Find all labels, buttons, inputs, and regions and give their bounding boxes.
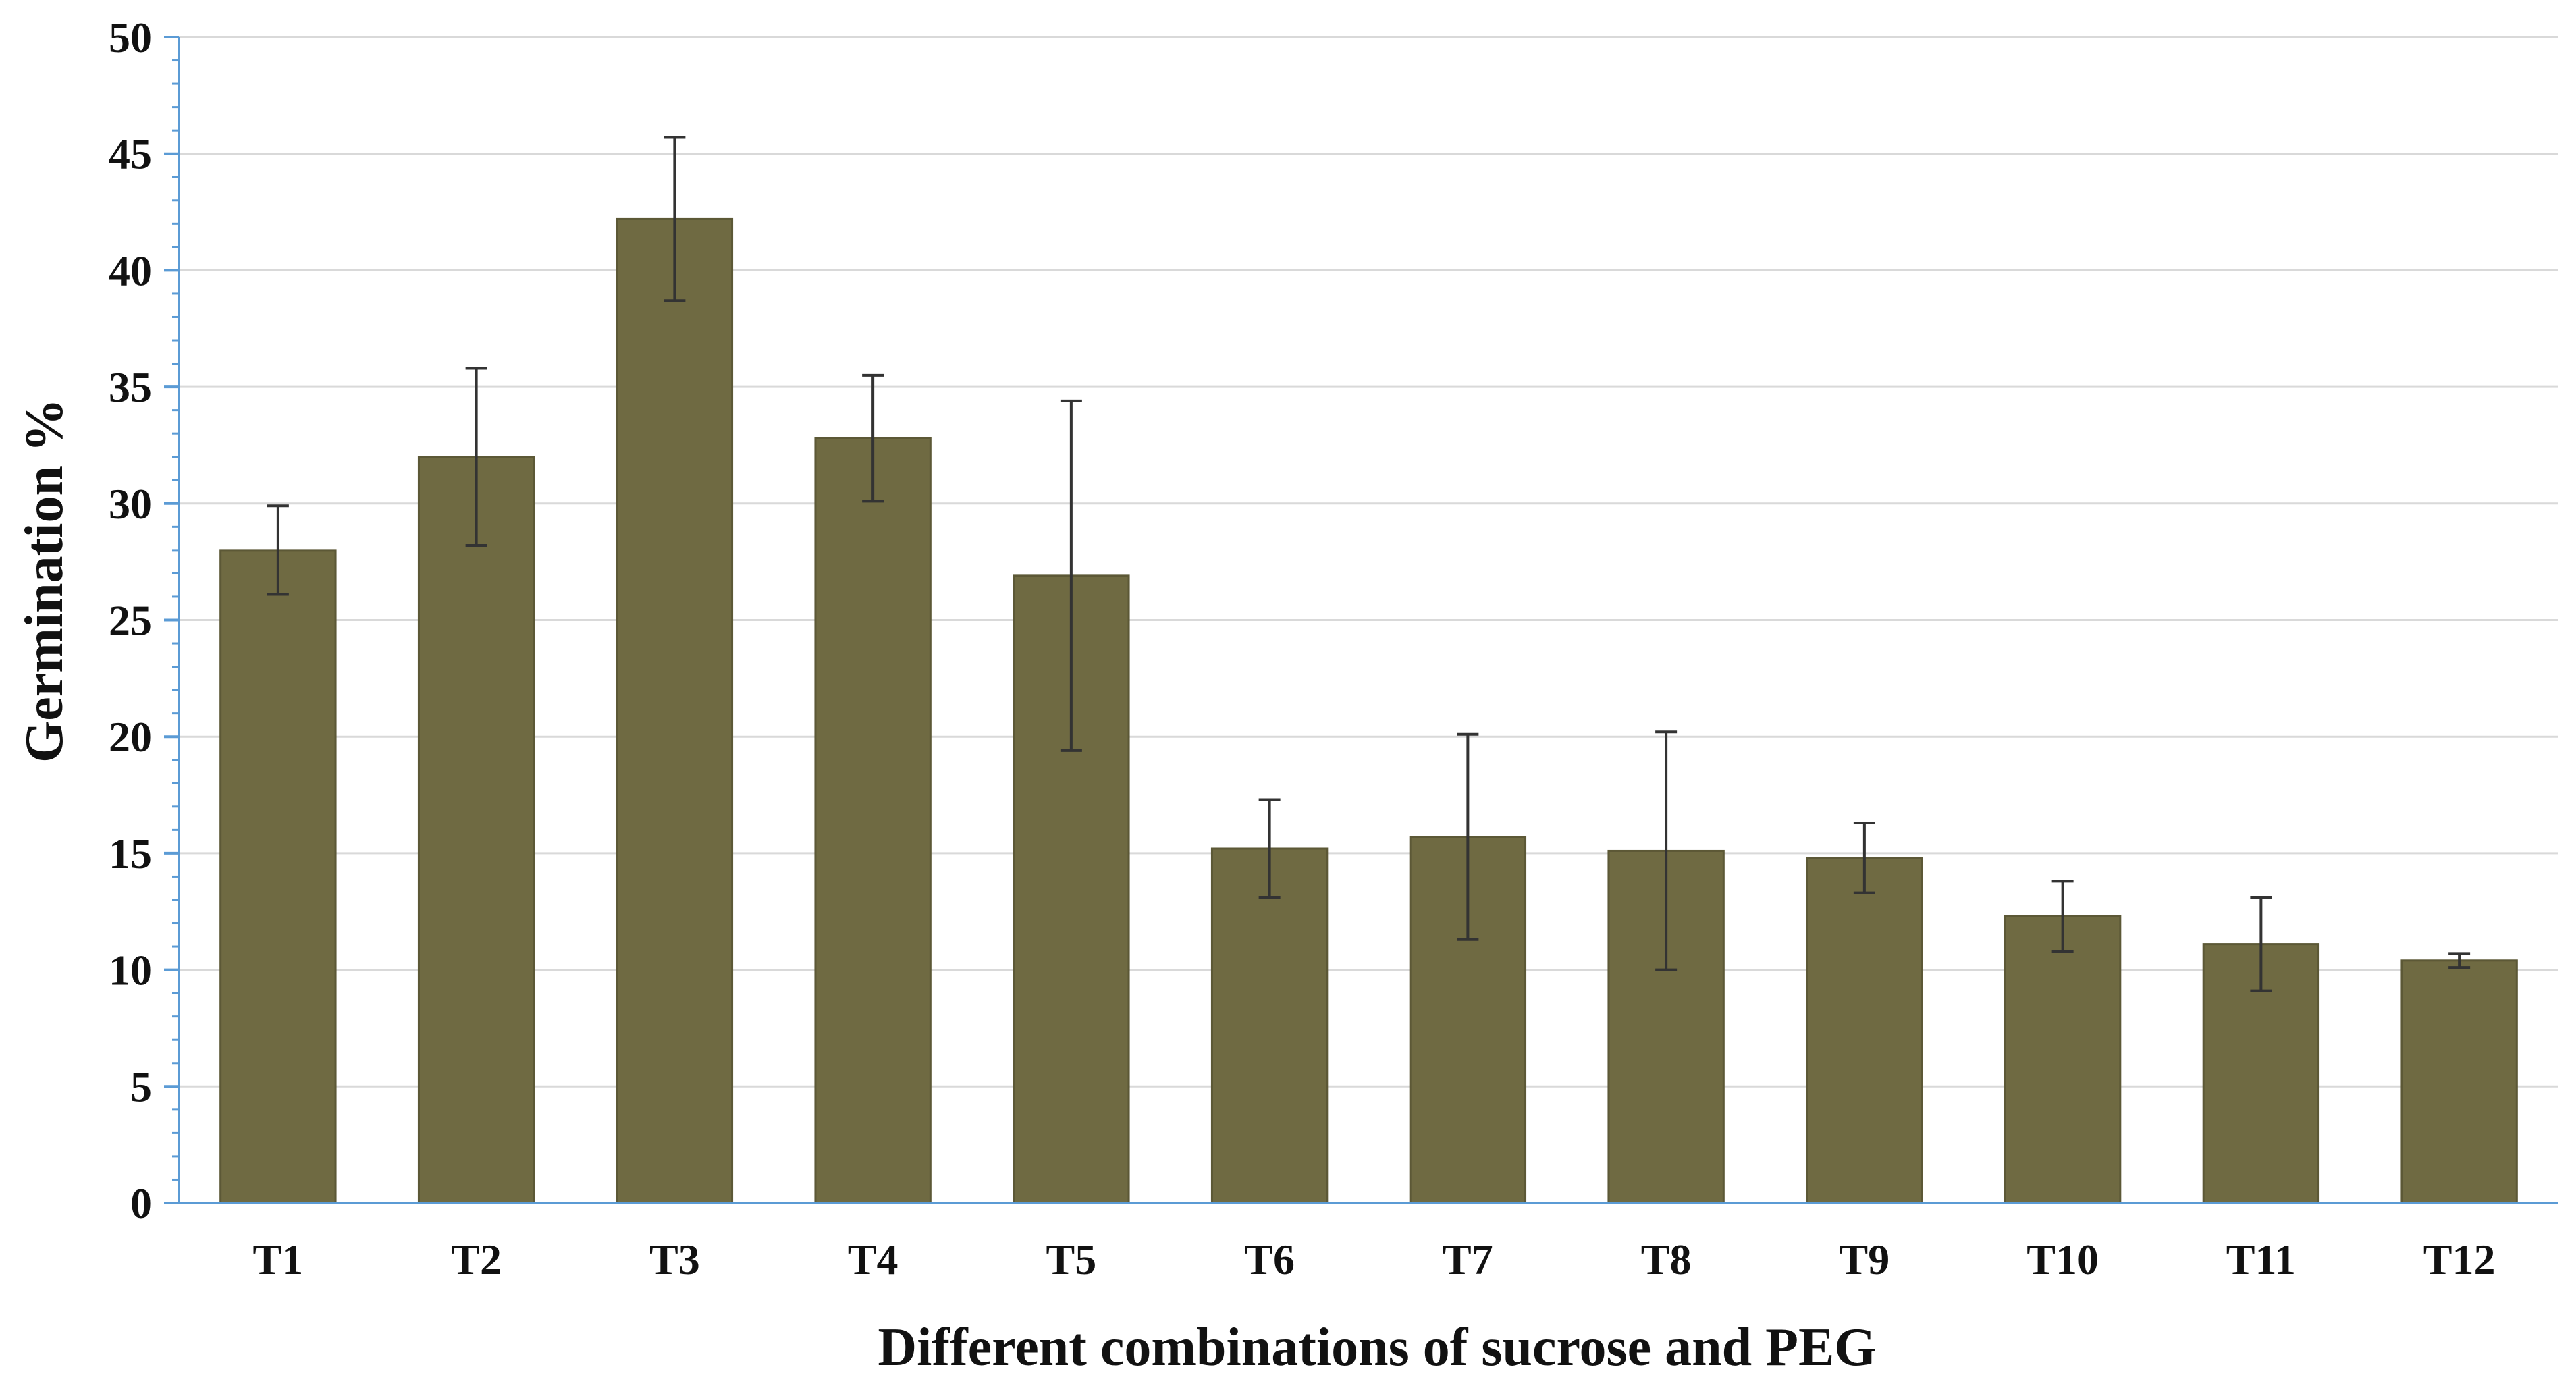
x-tick-label: T3 [649, 1235, 700, 1283]
x-tick-label: T6 [1244, 1235, 1295, 1283]
y-tick-label: 20 [109, 713, 152, 761]
bar-T12 [2400, 959, 2518, 1204]
x-tick-label: T9 [1840, 1235, 1890, 1283]
x-tick-label: T12 [2423, 1235, 2496, 1283]
gridlines [179, 36, 2558, 1088]
bar-T9 [1806, 857, 1923, 1204]
y-tick-label: 5 [130, 1063, 152, 1110]
x-tick-label: T5 [1046, 1235, 1097, 1283]
y-tick-label: 40 [109, 246, 152, 294]
y-axis-title: Germination % [15, 398, 74, 763]
y-tick-label: 30 [109, 480, 152, 528]
error-bars [267, 136, 2471, 992]
y-tick-label: 45 [109, 130, 152, 178]
x-axis-title: Different combinations of sucrose and PE… [878, 1318, 1876, 1377]
y-tick-label: 25 [109, 597, 152, 645]
y-tick-label: 35 [109, 363, 152, 411]
y-tick-label: 50 [109, 14, 152, 61]
x-tick-label: T10 [2027, 1235, 2099, 1283]
y-tick-label: 15 [109, 830, 152, 878]
bar-T10 [2004, 915, 2122, 1204]
bar-T4 [814, 437, 932, 1204]
x-tick-label: T2 [451, 1235, 502, 1283]
bar-T3 [616, 217, 734, 1204]
axes [164, 36, 2558, 1204]
y-tick-label: 0 [130, 1179, 152, 1227]
bar-T2 [417, 456, 535, 1204]
bars [219, 217, 2518, 1204]
x-tick-label: T8 [1641, 1235, 1692, 1283]
x-tick-label: T4 [848, 1235, 898, 1283]
x-tick-label: T1 [253, 1235, 304, 1283]
bar-T1 [219, 549, 337, 1204]
y-tick-label: 10 [109, 946, 152, 994]
x-tick-labels: T1 T2 T3 T4 T5 T6 T7 T8 T9 T10 T11 T12 [253, 1235, 2496, 1283]
y-tick-labels: 0 5 10 15 20 25 30 35 40 45 50 [109, 14, 152, 1227]
x-tick-label: T11 [2226, 1235, 2296, 1283]
bar-T6 [1210, 847, 1329, 1204]
x-tick-label: T7 [1443, 1235, 1493, 1283]
